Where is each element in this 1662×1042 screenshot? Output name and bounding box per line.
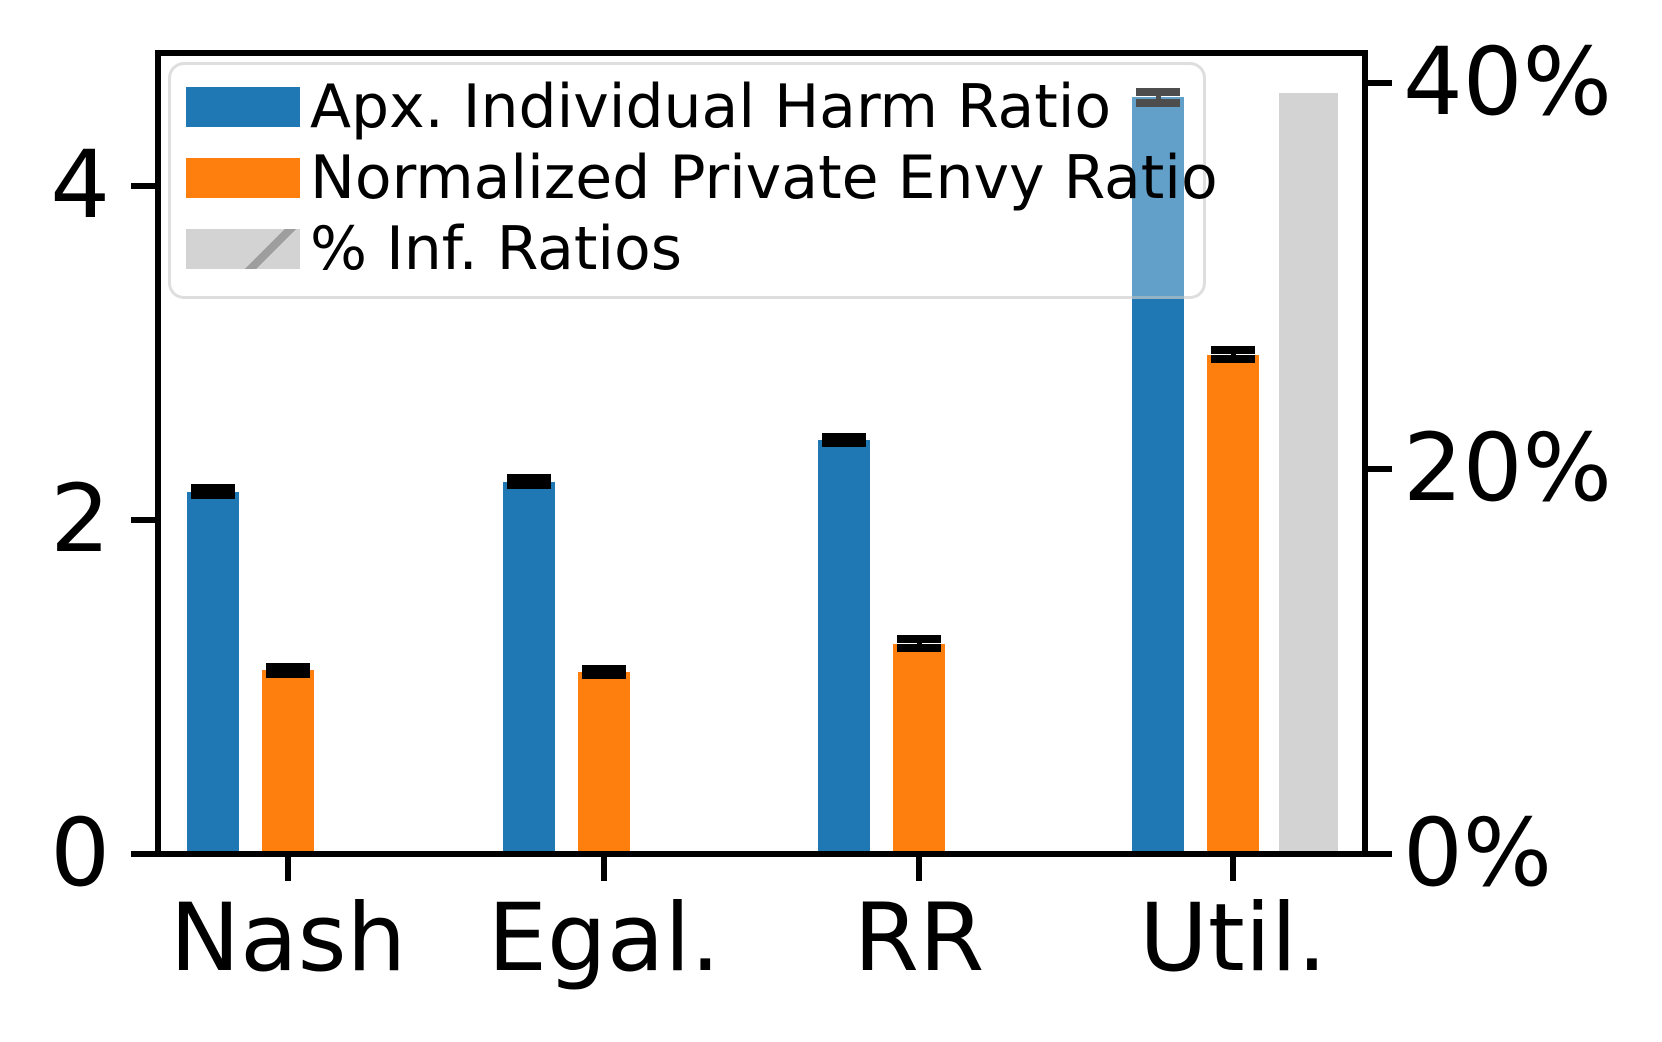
y-axis-right-tick-0 (1368, 851, 1392, 857)
y-axis-right-tick-40 (1368, 80, 1392, 86)
legend-label-harm-ratio: Apx. Individual Harm Ratio (310, 72, 1112, 142)
legend-label-envy-ratio: Normalized Private Envy Ratio (310, 143, 1218, 213)
bar-envy-rr (893, 643, 945, 856)
error-bar-cap-envy-rr-0 (897, 635, 941, 644)
legend-swatch-harm-ratio (186, 87, 300, 127)
error-bar-cap-harm-rr-1 (822, 439, 866, 448)
x-axis-label-rr: RR (853, 884, 985, 993)
error-bar-cap-harm-util-0 (1136, 87, 1180, 96)
bar-envy-util (1207, 354, 1259, 856)
x-axis-label-nash: Nash (169, 884, 407, 993)
error-bar-cap-envy-nash-1 (266, 669, 310, 678)
y-axis-left-tick-2 (131, 517, 155, 523)
bar-harm-nash (187, 491, 239, 856)
legend-label-inf-ratios: % Inf. Ratios (310, 214, 683, 284)
y-axis-right-tick-20 (1368, 465, 1392, 472)
bar-envy-egal (578, 671, 630, 856)
y-axis-right-label-0: 0% (1403, 799, 1553, 908)
y-axis-left-tick-0 (131, 851, 155, 857)
bar-harm-util (1132, 97, 1184, 856)
bar-harm-egal (503, 481, 555, 856)
x-axis-tick-rr (916, 857, 922, 881)
x-axis-label-util: Util. (1139, 884, 1327, 993)
bar-harm-rr (818, 439, 870, 856)
legend-row-harm: Apx. Individual Harm Ratio (186, 77, 1203, 137)
error-bar-cap-envy-nash-0 (266, 662, 310, 671)
bar-envy-nash (262, 670, 314, 856)
error-bar-line-envy-util (1230, 350, 1236, 359)
error-bar-line-envy-rr (916, 639, 922, 648)
error-bar-cap-harm-util-1 (1136, 99, 1180, 108)
x-axis-tick-egal (601, 857, 607, 881)
legend-swatch-envy-ratio (186, 158, 300, 198)
error-bar-cap-harm-egal-1 (507, 480, 551, 489)
x-axis-label-egal: Egal. (487, 884, 721, 993)
x-axis-tick-util (1230, 857, 1236, 881)
error-bar-cap-harm-rr-0 (822, 432, 866, 441)
y-axis-right-label-40: 40% (1403, 28, 1612, 137)
error-bar-cap-envy-egal-1 (582, 671, 626, 680)
error-bar-cap-envy-util-0 (1211, 346, 1255, 355)
y-axis-left-tick-4 (131, 183, 155, 189)
legend-row-envy: Normalized Private Envy Ratio (186, 148, 1218, 208)
error-bar-cap-envy-rr-1 (897, 643, 941, 652)
error-bar-cap-harm-nash-0 (191, 484, 235, 493)
error-bar-cap-harm-egal-0 (507, 474, 551, 483)
y-axis-right-label-20: 20% (1403, 413, 1612, 523)
bar-inf-util (1278, 92, 1338, 856)
error-bar-line-harm-util (1155, 91, 1161, 104)
y-axis-left-label-0: 0 (50, 799, 110, 908)
error-bar-cap-harm-nash-1 (191, 490, 235, 499)
legend: Apx. Individual Harm Ratio Normalized Pr… (168, 62, 1218, 299)
y-axis-left-label-2: 2 (50, 465, 110, 574)
error-bar-cap-envy-util-1 (1211, 354, 1255, 363)
x-axis-tick-nash (285, 857, 291, 881)
legend-row-inf: % Inf. Ratios (186, 219, 1203, 279)
legend-swatch-inf-ratios (186, 229, 300, 269)
y-axis-left-label-4: 4 (50, 131, 110, 240)
error-bar-cap-envy-egal-0 (582, 664, 626, 673)
